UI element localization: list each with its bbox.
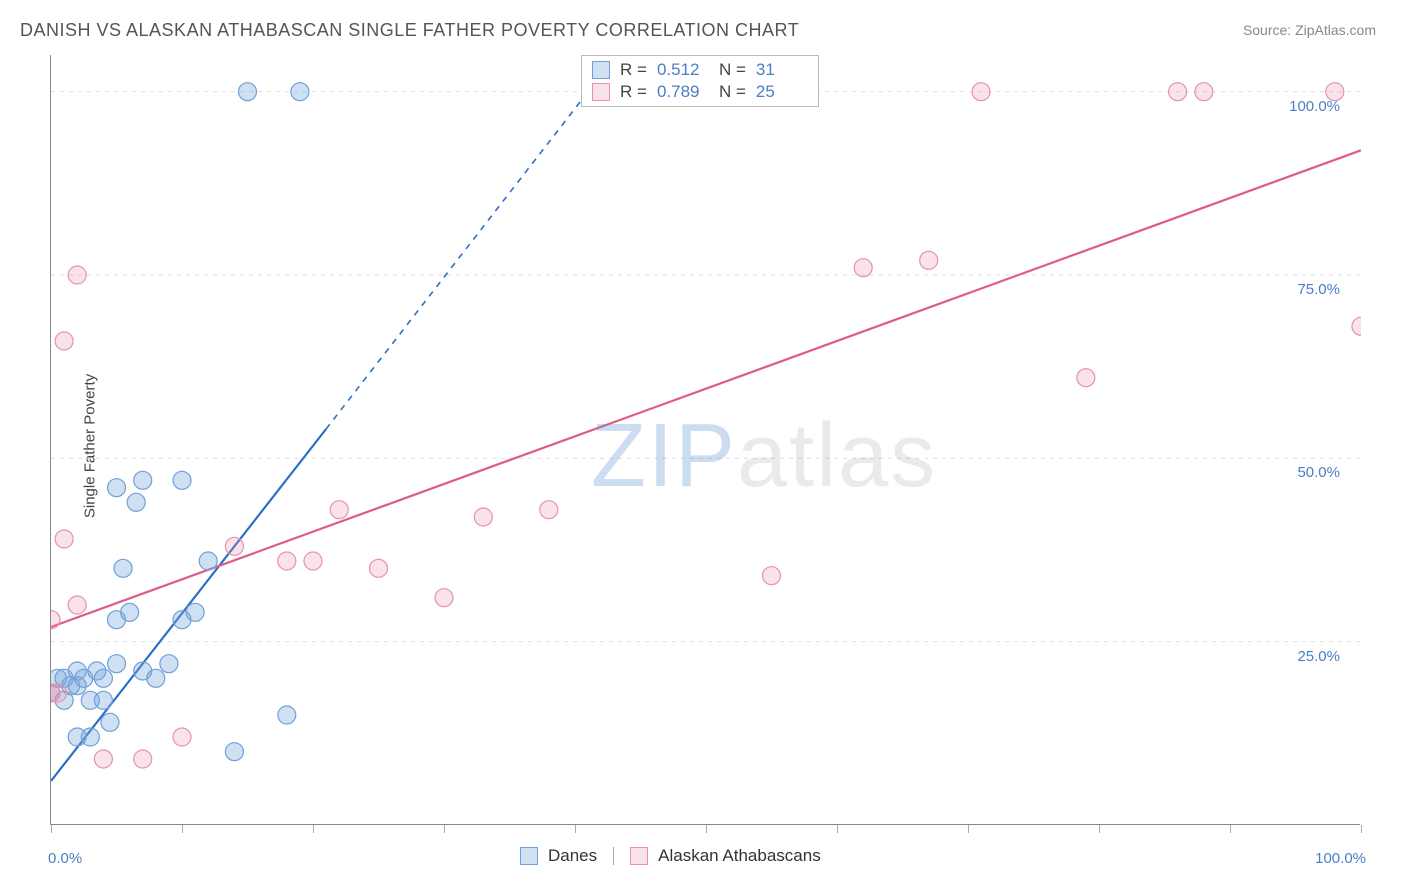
stat-r-label2: R = [620, 82, 647, 102]
x-tick [968, 825, 969, 833]
x-tick [51, 825, 52, 833]
x-tick [444, 825, 445, 833]
swatch-danes [592, 61, 610, 79]
x-tick [182, 825, 183, 833]
y-tick-label-50: 50.0% [1297, 464, 1340, 481]
y-tick-label-75: 75.0% [1297, 281, 1340, 298]
y-tick-label-25: 25.0% [1297, 648, 1340, 665]
x-tick-label-0: 0.0% [48, 850, 82, 867]
x-tick [1230, 825, 1231, 833]
stat-r-athabascans: 0.789 [657, 82, 709, 102]
legend-swatch-danes [520, 847, 538, 865]
x-tick [313, 825, 314, 833]
source-credit: Source: ZipAtlas.com [1243, 22, 1376, 38]
x-tick-label-100: 100.0% [1315, 850, 1366, 867]
legend-separator [613, 847, 614, 865]
stat-n-athabascans: 25 [756, 82, 808, 102]
y-tick-label-100: 100.0% [1289, 98, 1340, 115]
chart-container: DANISH VS ALASKAN ATHABASCAN SINGLE FATH… [0, 0, 1406, 892]
legend-label-danes: Danes [548, 846, 597, 866]
chart-title: DANISH VS ALASKAN ATHABASCAN SINGLE FATH… [20, 20, 799, 41]
legend-label-athabascans: Alaskan Athabascans [658, 846, 821, 866]
swatch-athabascans [592, 83, 610, 101]
stat-n-danes: 31 [756, 60, 808, 80]
plot-area: ZIPatlas R = 0.512 N = 31 R = 0.789 N = … [50, 55, 1360, 825]
stat-r-label: R = [620, 60, 647, 80]
stat-n-label2: N = [719, 82, 746, 102]
legend-bottom: Danes Alaskan Athabascans [520, 846, 821, 866]
stats-box: R = 0.512 N = 31 R = 0.789 N = 25 [581, 55, 819, 107]
x-tick [575, 825, 576, 833]
legend-swatch-athabascans [630, 847, 648, 865]
x-tick [837, 825, 838, 833]
stats-row-danes: R = 0.512 N = 31 [592, 60, 808, 80]
x-tick [1099, 825, 1100, 833]
stat-n-label: N = [719, 60, 746, 80]
x-tick [706, 825, 707, 833]
x-tick [1361, 825, 1362, 833]
stats-row-athabascans: R = 0.789 N = 25 [592, 82, 808, 102]
stat-r-danes: 0.512 [657, 60, 709, 80]
plot-svg [51, 55, 1361, 825]
